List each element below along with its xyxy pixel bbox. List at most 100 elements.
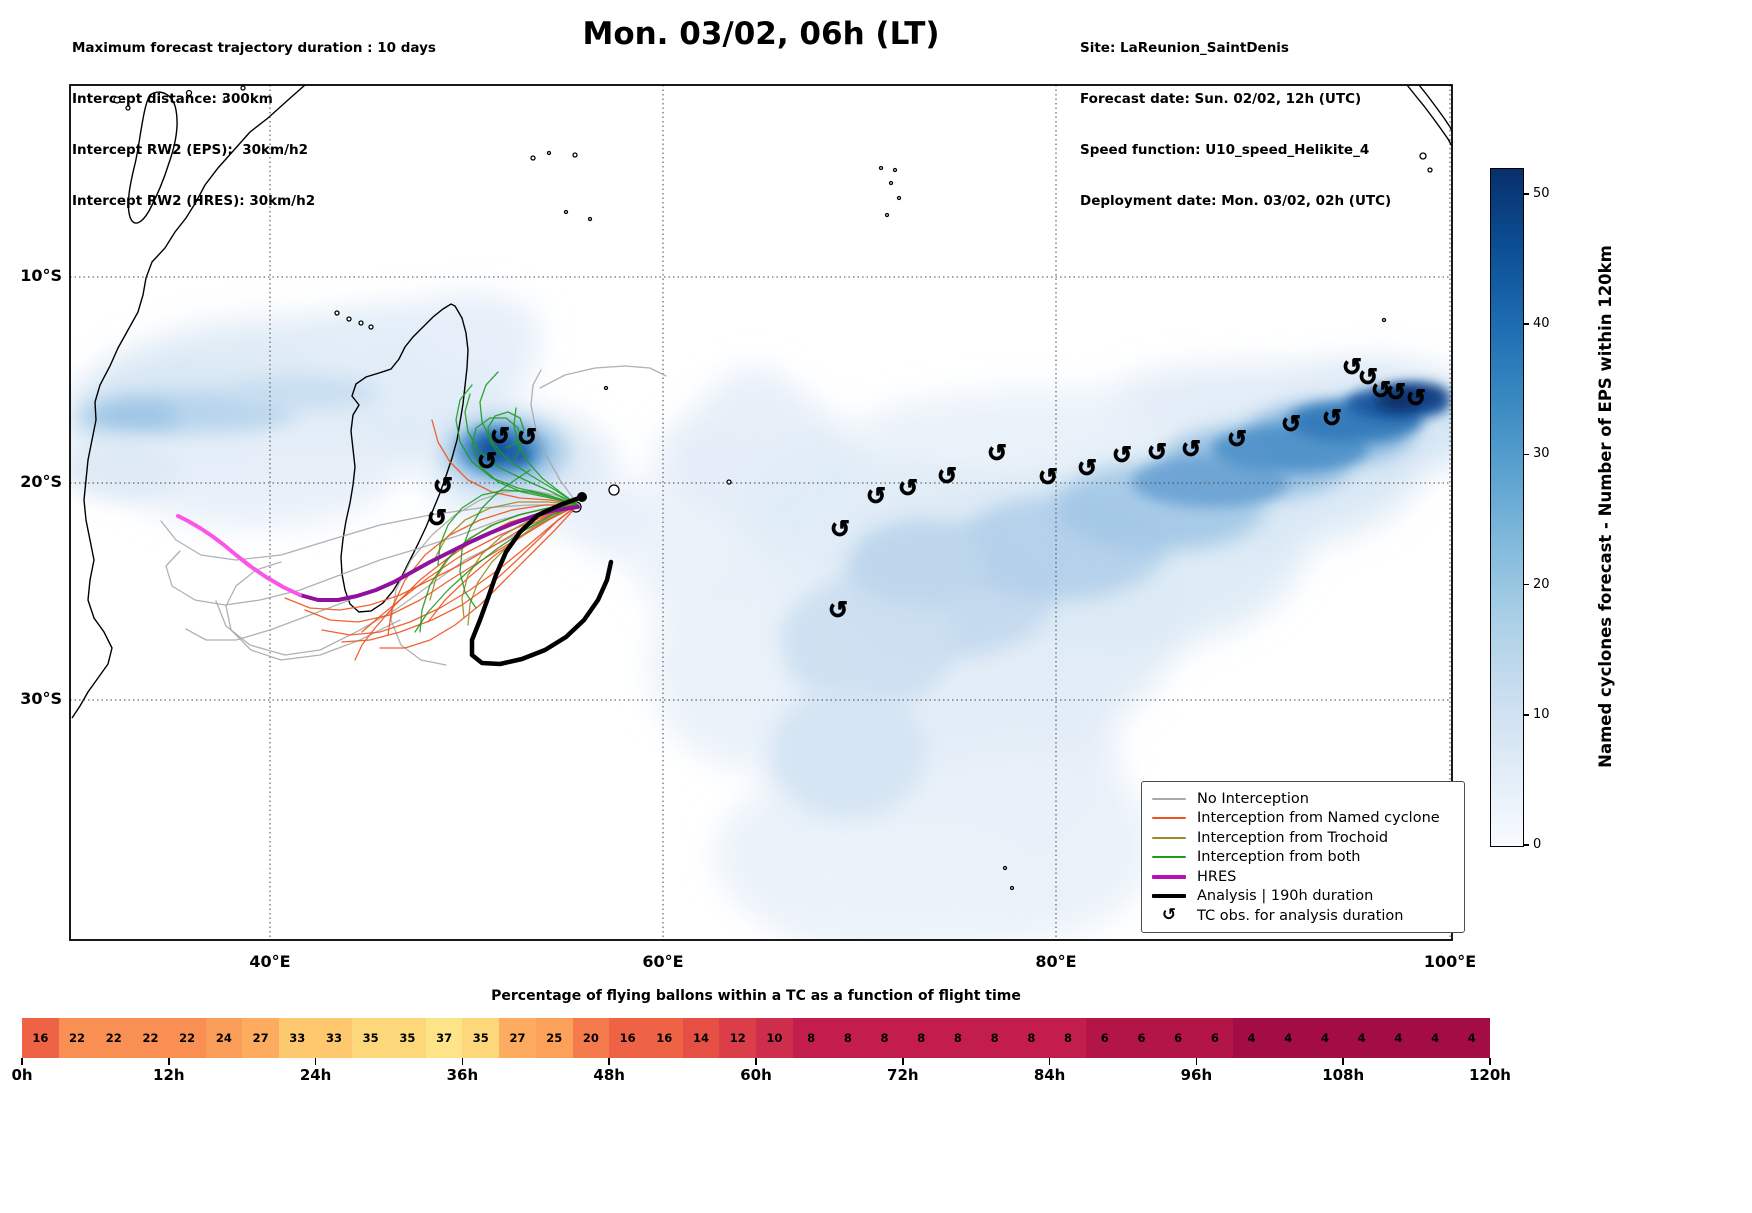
colorbar-tick-label: 20 xyxy=(1533,576,1550,592)
legend-line xyxy=(1152,797,1186,800)
flight-time-strip: 16 22 22 22 22 24 27 33 33 35 35 37 35 27 25 20 16 16 14 12… xyxy=(22,1018,1491,1058)
time-tick-label: 12h xyxy=(153,1066,185,1084)
trajectory-lines xyxy=(160,365,667,667)
strip-cell: 8 xyxy=(866,1018,903,1058)
lon-tick-label: 100°E xyxy=(1423,952,1477,971)
trajectory-both xyxy=(464,393,579,506)
strip-cell: 4 xyxy=(1453,1018,1491,1058)
colorbar xyxy=(1490,168,1524,847)
legend-line-sample xyxy=(1150,797,1188,800)
legend-label: HRES xyxy=(1197,868,1237,885)
strip-cell: 4 xyxy=(1416,1018,1454,1058)
strip-cell: 8 xyxy=(792,1018,830,1058)
time-tick xyxy=(21,1058,23,1065)
legend-item: No Interception xyxy=(1150,789,1456,808)
tc-markers: ↺↺ ↺ ↺↺↺ ↺ ↺ ↺ ↺ ↺↺ ↺↺↺↺↺ ↺↺↺ ↺↺↺↺ xyxy=(426,353,1426,625)
strip-cell: 25 xyxy=(535,1018,573,1058)
legend-line xyxy=(1152,874,1186,879)
legend-line xyxy=(1152,893,1186,899)
island xyxy=(223,96,229,102)
trajectory-both xyxy=(513,407,579,506)
legend-label: TC obs. for analysis duration xyxy=(1197,907,1404,924)
meta-line: Deployment date: Mon. 03/02, 02h (UTC) xyxy=(1080,193,1392,209)
trajectory-gray xyxy=(225,561,401,661)
strip-cell: 6 xyxy=(1159,1018,1197,1058)
island xyxy=(608,484,620,496)
trajectory-both xyxy=(487,411,525,456)
tc-symbol-sample: ↺ xyxy=(1150,907,1188,924)
legend-label: Analysis | 190h duration xyxy=(1197,888,1374,904)
strip-cell: 8 xyxy=(1012,1018,1050,1058)
launch-site-marker xyxy=(577,492,587,502)
island xyxy=(1002,865,1008,871)
tc-observation-marker: ↺ xyxy=(1371,376,1391,404)
time-tick xyxy=(755,1058,757,1065)
legend-label: Interception from both xyxy=(1197,849,1361,865)
time-tick xyxy=(608,1058,610,1065)
island xyxy=(240,85,246,91)
legend-line-sample xyxy=(1150,874,1188,879)
meta-line: Forecast date: Sun. 02/02, 12h (UTC) xyxy=(1080,91,1362,107)
coastline-path xyxy=(1418,85,1452,132)
colorbar-tick xyxy=(1523,844,1529,846)
colorbar-tick xyxy=(1523,714,1529,716)
strip-cell: 10 xyxy=(756,1018,793,1058)
tc-observation-marker: ↺ xyxy=(1077,454,1097,482)
trajectory-hres xyxy=(298,505,580,602)
island xyxy=(892,167,898,173)
time-tick-label: 36h xyxy=(446,1066,479,1084)
time-tick-label: 24h xyxy=(299,1066,332,1084)
colorbar-tick-label: 30 xyxy=(1533,446,1550,462)
time-tick-label: 60h xyxy=(740,1066,772,1084)
strip-cell: 4 xyxy=(1380,1018,1417,1058)
time-tick-label: 72h xyxy=(887,1066,919,1084)
tc-obs-icon: ↺ xyxy=(1161,905,1177,925)
colorbar-tick xyxy=(1523,453,1529,456)
colorbar-tick-label: 40 xyxy=(1533,316,1550,332)
lon-tick-label: 40°E xyxy=(249,952,291,971)
trajectory-both xyxy=(414,504,579,633)
strip-cell: 6 xyxy=(1123,1018,1160,1058)
tc-observation-marker: ↺ xyxy=(477,447,497,475)
param-line: Intercept distance: 300km xyxy=(72,91,273,107)
strip-cell: 35 xyxy=(462,1018,500,1058)
time-tick xyxy=(461,1058,464,1065)
strip-cell: 35 xyxy=(389,1018,426,1058)
time-tick xyxy=(314,1058,317,1065)
time-tick-label: 0h xyxy=(11,1066,33,1084)
time-tick-label: 96h xyxy=(1180,1066,1213,1084)
legend-line-sample xyxy=(1150,856,1188,858)
trajectory-gray xyxy=(530,369,579,506)
island xyxy=(896,195,902,201)
trajectory-gray xyxy=(185,599,351,641)
legend-label: Interception from Named cyclone xyxy=(1197,810,1440,826)
strip-cell: 27 xyxy=(499,1018,536,1058)
strip-cell: 14 xyxy=(682,1018,720,1058)
param-line: Intercept RW2 (HRES): 30km/h2 xyxy=(72,193,316,209)
tc-observation-marker: ↺ xyxy=(490,422,510,450)
tc-observation-marker: ↺ xyxy=(1358,363,1378,391)
legend-line xyxy=(1152,856,1186,858)
time-tick xyxy=(1048,1058,1051,1065)
legend-item: Interception from both xyxy=(1150,848,1456,867)
strip-cell: 24 xyxy=(205,1018,243,1058)
legend-line-sample xyxy=(1150,836,1188,839)
tc-observation-marker: ↺ xyxy=(1038,463,1058,491)
trajectory-hres_tail xyxy=(176,514,302,597)
trajectory-named xyxy=(341,504,579,643)
strip-cell: 37 xyxy=(425,1018,463,1058)
meta-line: Speed function: U10_speed_Helikite_4 xyxy=(1080,142,1370,158)
strip-cell: 8 xyxy=(1049,1018,1087,1058)
legend-item: ↺ TC obs. for analysis duration xyxy=(1150,906,1456,925)
trajectory-gray xyxy=(390,489,579,666)
colorbar-tick-label: 0 xyxy=(1533,837,1542,852)
island xyxy=(587,216,593,222)
lat-tick-label: 30°S xyxy=(20,689,62,708)
param-line: Maximum forecast trajectory duration : 1… xyxy=(72,40,436,56)
legend-item: Analysis | 190h duration xyxy=(1150,887,1456,906)
colorbar-label: Named cyclones forecast - Number of EPS … xyxy=(1596,245,1615,768)
time-tick xyxy=(1195,1058,1198,1065)
strip-cell: 33 xyxy=(278,1018,316,1058)
strip-cell: 8 xyxy=(939,1018,977,1058)
